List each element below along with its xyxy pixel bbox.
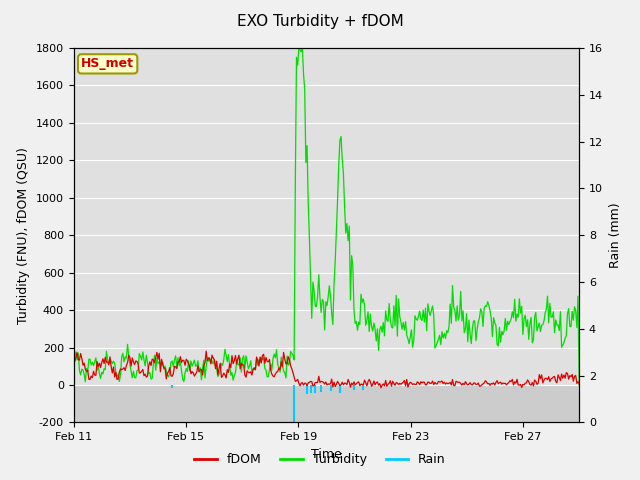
Text: HS_met: HS_met bbox=[81, 58, 134, 71]
X-axis label: Time: Time bbox=[311, 448, 342, 461]
Text: EXO Turbidity + fDOM: EXO Turbidity + fDOM bbox=[237, 14, 403, 29]
Legend: fDOM, Turbidity, Rain: fDOM, Turbidity, Rain bbox=[189, 448, 451, 471]
Y-axis label: Rain (mm): Rain (mm) bbox=[609, 203, 621, 268]
Bar bbox=[74, 385, 579, 422]
Y-axis label: Turbidity (FNU), fDOM (QSU): Turbidity (FNU), fDOM (QSU) bbox=[17, 147, 30, 324]
